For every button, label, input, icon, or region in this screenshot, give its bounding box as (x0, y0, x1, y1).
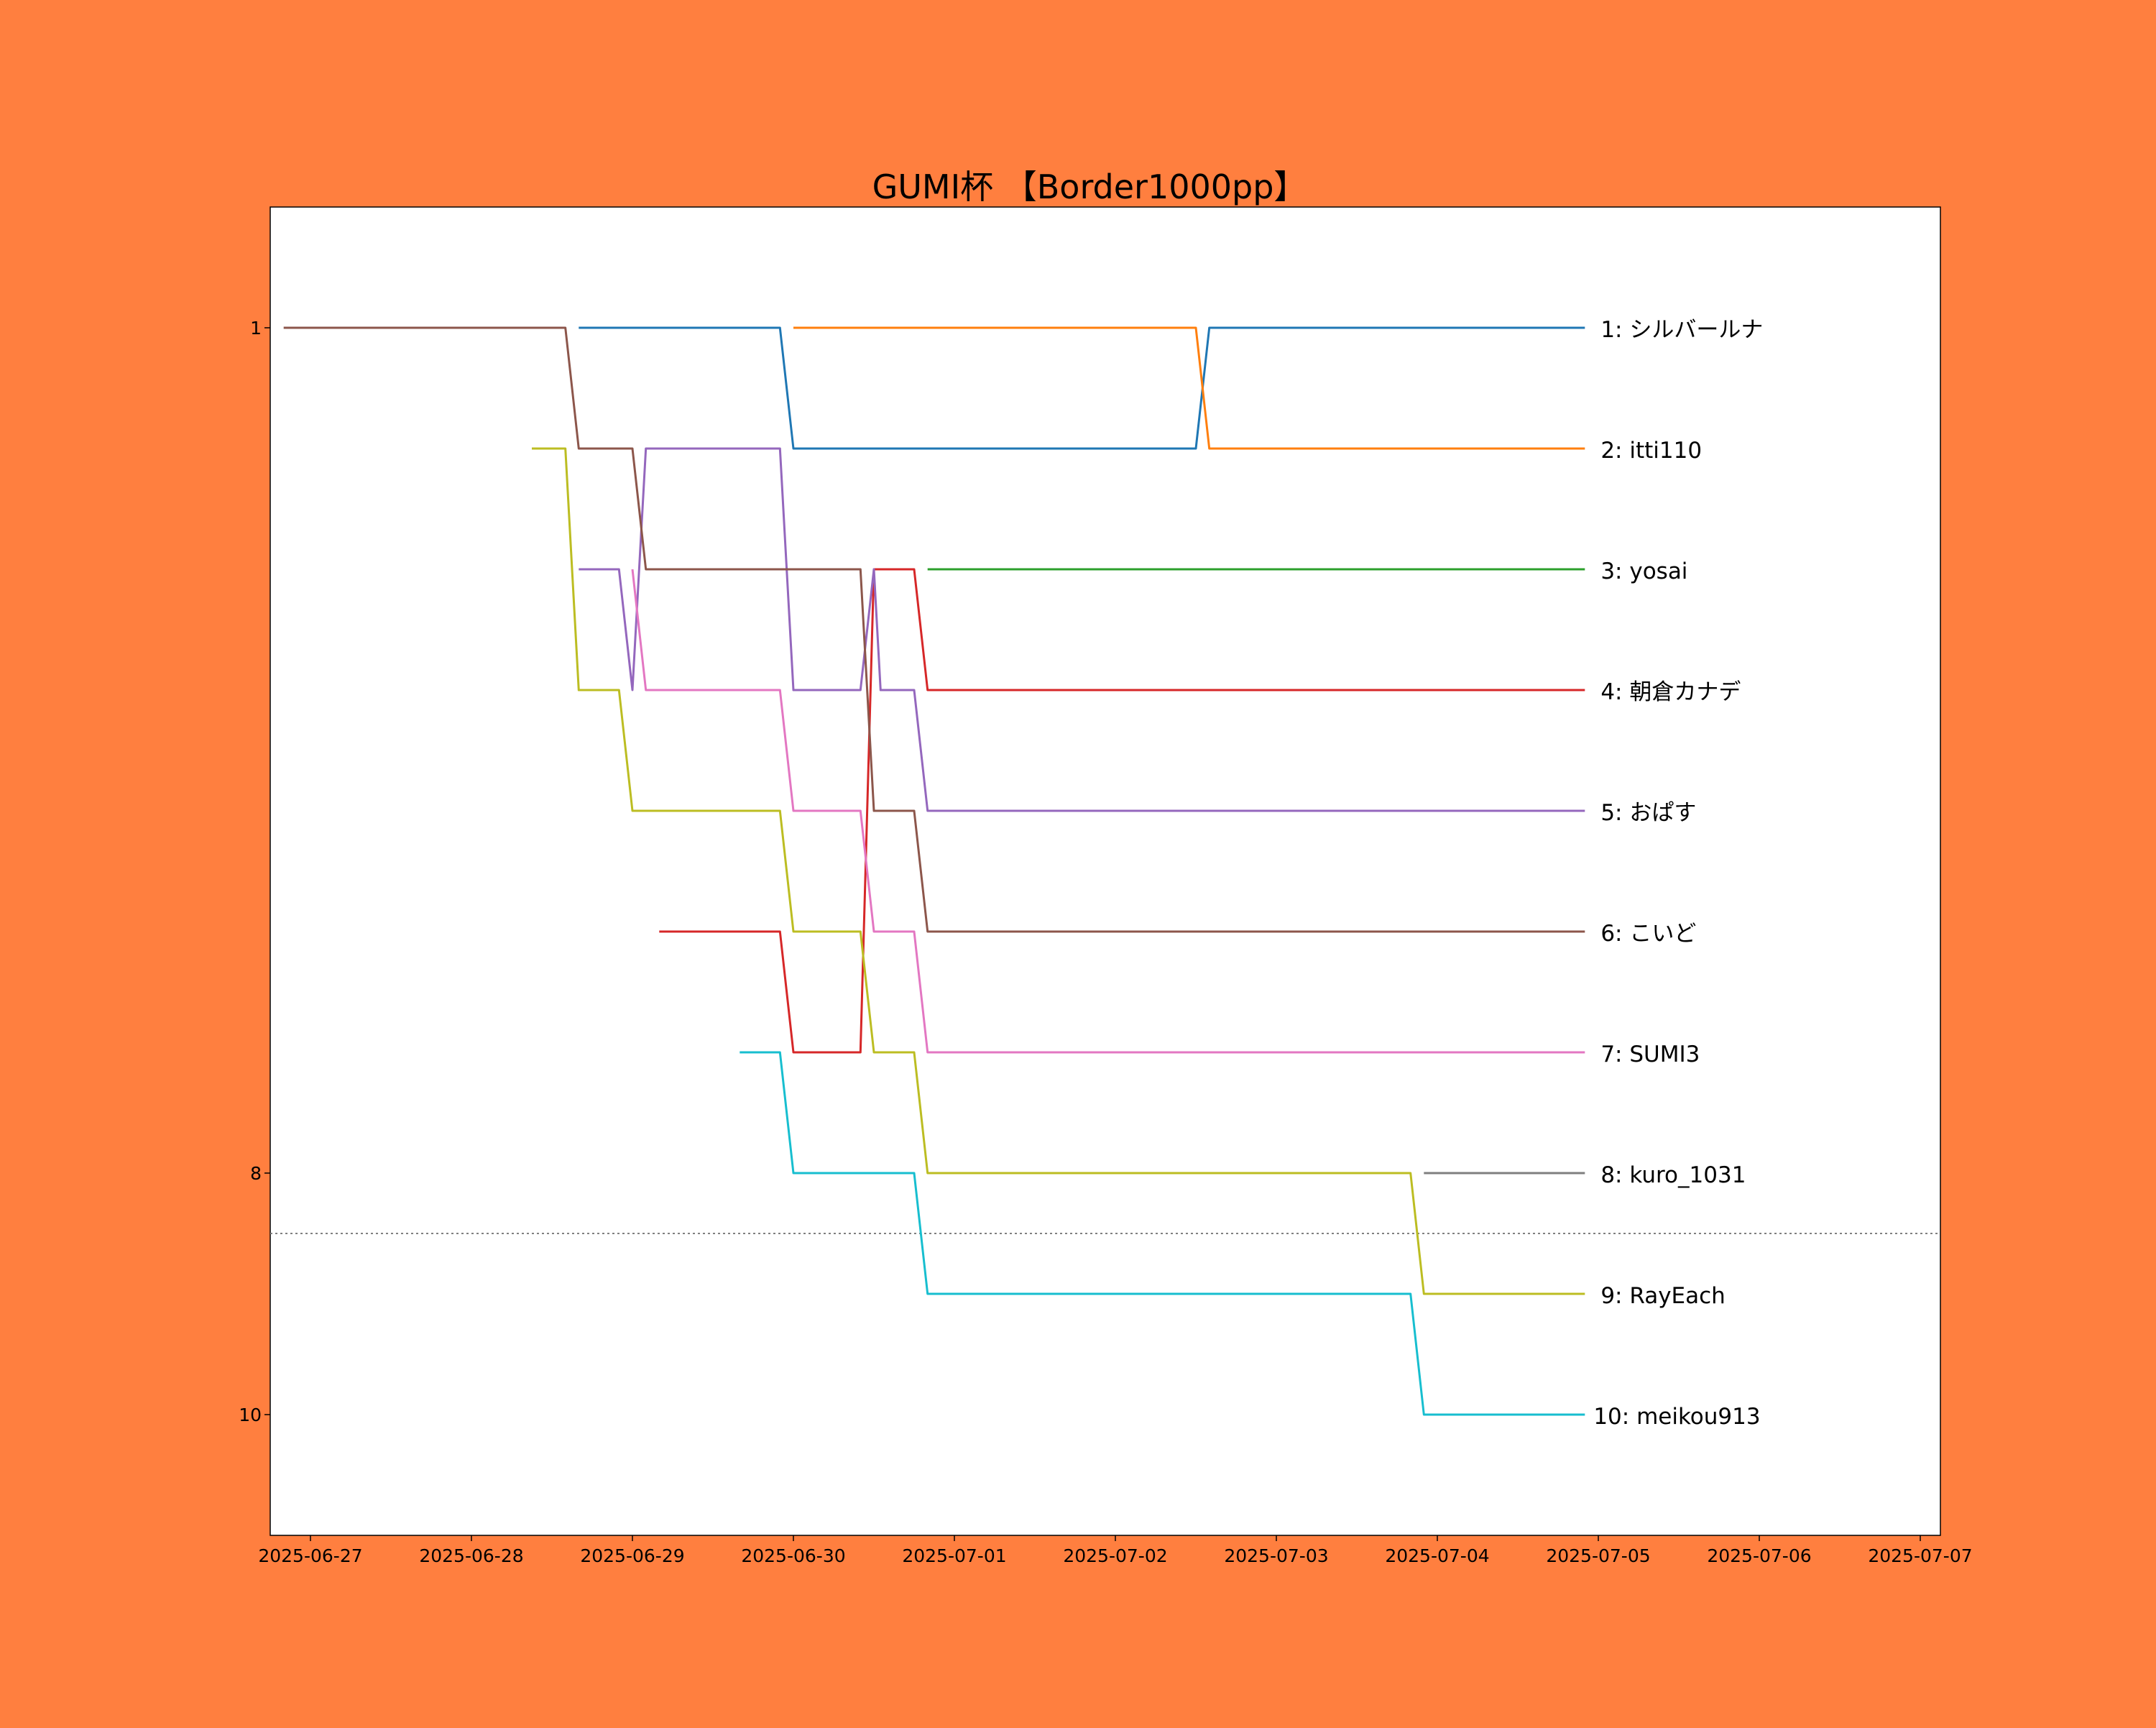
series-end-label-7: 7: SUMI3 (1600, 1042, 1700, 1067)
x-tick-label-9: 2025-07-06 (1707, 1545, 1811, 1566)
y-tick-label-1: 8 (250, 1163, 262, 1184)
series-end-label-3: 3: yosai (1600, 559, 1687, 584)
series-line-10 (740, 1051, 1585, 1416)
series-end-label-4: 4: 朝倉カナデ (1600, 679, 1741, 705)
y-tick-label-0: 1 (250, 318, 262, 339)
series-end-label-2: 2: itti110 (1600, 438, 1702, 464)
series-line-5 (579, 447, 1585, 812)
chart-title: GUMI杯 【Border1000pp】 (872, 167, 1307, 206)
x-axis-ticks: 2025-06-27 2025-06-28 2025-06-29 2025-06-30… (258, 1535, 1973, 1566)
series-end-label-1: 1: シルバールナ (1600, 317, 1763, 343)
y-tick-label-2: 10 (239, 1405, 262, 1425)
series-line-2 (793, 326, 1585, 450)
x-tick-label-3: 2025-06-30 (741, 1545, 845, 1566)
x-tick-label-0: 2025-06-27 (258, 1545, 362, 1566)
plot-area (270, 206, 1941, 1536)
x-tick-label-7: 2025-07-04 (1385, 1545, 1489, 1566)
end-labels: 1: シルバールナ 2: itti110 3: yosai 4: 朝倉カナデ 5: おぱ… (1593, 317, 1763, 1430)
series-end-label-9: 9: RayEach (1600, 1283, 1726, 1309)
x-tick-label-4: 2025-07-01 (902, 1545, 1006, 1566)
series-lines (283, 326, 1585, 1416)
x-tick-label-1: 2025-06-28 (419, 1545, 523, 1566)
x-tick-label-10: 2025-07-07 (1868, 1545, 1972, 1566)
series-end-label-6: 6: こいど (1600, 921, 1696, 947)
x-tick-label-2: 2025-06-29 (580, 1545, 684, 1566)
series-end-label-5: 5: おぱす (1600, 800, 1696, 826)
series-line-1 (579, 326, 1585, 450)
series-end-label-10: 10: meikou913 (1593, 1404, 1760, 1430)
series-line-6 (283, 326, 1585, 933)
series-line-4 (659, 568, 1585, 1054)
series-end-label-8: 8: kuro_1031 (1600, 1162, 1746, 1188)
x-tick-label-8: 2025-07-05 (1546, 1545, 1650, 1566)
series-line-7 (631, 569, 1585, 1054)
x-tick-label-5: 2025-07-02 (1063, 1545, 1167, 1566)
x-tick-label-6: 2025-07-03 (1224, 1545, 1328, 1566)
series-line-9 (532, 447, 1585, 1295)
